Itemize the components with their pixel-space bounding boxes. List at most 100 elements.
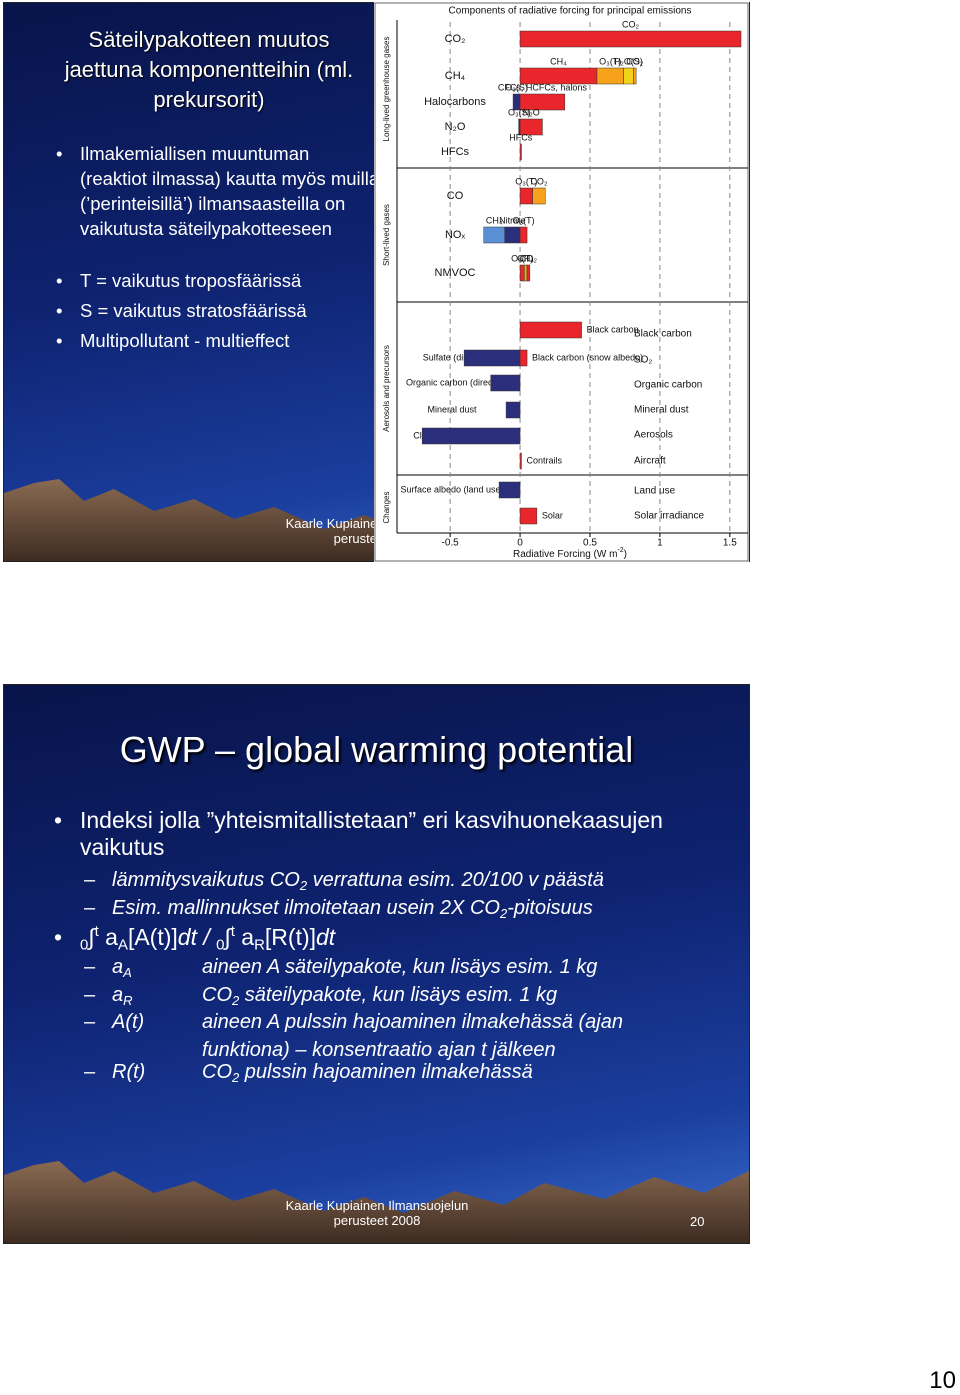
bar-label: CH₄ — [550, 56, 567, 66]
definition-text: aineen A pulssin hajoaminen ilmakehässä … — [202, 1008, 652, 1064]
dash: – — [84, 869, 96, 891]
source-label: Solar irradiance — [634, 511, 704, 522]
term: R(t) — [112, 1058, 202, 1086]
term: A(t) — [112, 1008, 202, 1036]
dash: – — [84, 956, 96, 978]
group-label: Aerosols and precursors — [382, 345, 391, 432]
subscript: 2 — [299, 877, 308, 893]
bullet-dot: • — [56, 300, 63, 321]
bar-label: O₃(S) — [508, 107, 531, 117]
page-number: 10 — [929, 1367, 956, 1394]
definition-part: 2 — [232, 1069, 240, 1085]
dash: – — [84, 984, 96, 1006]
bar — [505, 401, 521, 419]
bar-label: Solar — [542, 510, 563, 520]
definition-part: CO — [202, 984, 232, 1006]
term: aR — [112, 981, 202, 1009]
slide-title: Säteilypakotteen muutos jaettuna kompone… — [64, 27, 354, 112]
group-label: Changes — [382, 491, 391, 523]
bullet-text: T = vaikutus troposfäärissä — [80, 270, 302, 291]
definition-part: aineen A säteilypakote, kun lisäys esim.… — [202, 956, 598, 978]
row-label: Halocarbons — [424, 96, 486, 108]
bar — [596, 67, 624, 85]
x-tick-label: -0.5 — [442, 538, 460, 549]
figure-title: Components of radiative forcing for prin… — [449, 6, 692, 17]
bar — [498, 481, 521, 499]
bar — [519, 187, 533, 205]
bar-label: Contrails — [526, 455, 562, 465]
f: t — [230, 923, 235, 941]
f: a — [98, 924, 118, 950]
f: A — [117, 936, 128, 954]
x-tick-label: 1.5 — [723, 538, 737, 549]
bar-label: CH₄ — [486, 215, 503, 225]
bar-label: Black carbon (snow albedo) — [532, 352, 643, 362]
row-label: NMVOC — [435, 267, 476, 279]
bullet-text: Multipollutant - multieffect — [80, 330, 290, 351]
x-tick-label: 0 — [517, 538, 523, 549]
term: aA — [112, 953, 202, 981]
source-label: SO₂ — [634, 355, 652, 366]
row-label: CO — [447, 190, 464, 202]
bar — [519, 264, 525, 282]
definition-text: aineen A säteilypakote, kun lisäys esim.… — [202, 953, 652, 981]
bar — [519, 118, 543, 136]
definition: – A(t) aineen A pulssin hajoaminen ilmakeh… — [84, 1008, 732, 1064]
row-label: CO₂ — [445, 33, 466, 45]
bar — [633, 67, 637, 85]
text: -pitoisuus — [507, 897, 593, 919]
bar — [519, 30, 742, 48]
term-part: a — [112, 984, 124, 1006]
row-label: HFCs — [441, 146, 470, 158]
x-tick-label: 1 — [657, 538, 663, 549]
slide-number: 20 — [690, 1214, 705, 1229]
bar-label: O₃(T) — [511, 253, 533, 263]
row-label: NOₓ — [445, 229, 466, 241]
bar — [463, 349, 521, 367]
footer-author: Kaarle Kupiainen Ilmansuojelun perusteet… — [285, 1198, 469, 1228]
text: lämmitysvaikutus CO — [112, 869, 300, 891]
f: R — [254, 936, 265, 954]
row-label: N₂O — [445, 121, 466, 133]
bar-label: HFCs — [509, 132, 532, 142]
source-label: Mineral dust — [634, 405, 689, 416]
x-axis-label-part: Radiative Forcing (W m — [513, 549, 617, 560]
slide: GWP – global warming potential • Indeksi … — [3, 684, 750, 1244]
mountains — [4, 1161, 749, 1243]
row-label: CH₄ — [445, 70, 466, 82]
definition-text: CO2 pulssin hajoaminen ilmakehässä — [202, 1058, 652, 1086]
bar-label: CO₂ — [520, 253, 538, 263]
bullet-dot: • — [56, 330, 63, 351]
row-label: Organic carbon (direct) — [406, 377, 498, 387]
bullet: • T = vaikutus troposfäärissä — [56, 268, 380, 293]
bullet: • Ilmakemiallisen muuntuman (reaktiot ilm… — [56, 141, 380, 241]
radiative-forcing-figure: Components of radiative forcing for prin… — [374, 2, 749, 562]
group-label: Long-lived greenhouse gases — [382, 37, 391, 142]
bar-label: Black carbon — [587, 324, 639, 334]
term-part: A — [123, 964, 132, 980]
definition-part: 2 — [232, 992, 240, 1008]
x-axis-label-part: -2 — [617, 547, 623, 554]
f: [R(t)] — [264, 924, 317, 950]
bullet-dot: • — [56, 270, 63, 291]
text: Esim. mallinnukset ilmoitetaan usein 2X … — [112, 897, 500, 919]
bullet-text: Indeksi jolla ”yhteismitallistetaan” eri… — [80, 807, 663, 860]
x-tick-label: 0.5 — [583, 538, 597, 549]
dash: – — [84, 1061, 96, 1083]
bar — [524, 264, 528, 282]
bar-label: O₃(S) — [505, 82, 528, 92]
f: a — [234, 924, 255, 950]
row-label: Mineral dust — [427, 404, 477, 414]
bullet: • Indeksi jolla ”yhteismitallistetaan” er… — [54, 807, 700, 861]
x-axis-label-part: ) — [624, 549, 627, 560]
bar-label: O₃(T) — [599, 56, 621, 66]
formula: • 0∫t aA[A(t)]dt / 0∫t aR[R(t)]dt — [54, 923, 700, 954]
definition-part: säteilypakote, kun lisäys esim. 1 kg — [239, 984, 558, 1006]
dash: – — [84, 1011, 96, 1033]
subscript: 2 — [499, 905, 508, 921]
dash: – — [84, 897, 96, 919]
bar — [519, 93, 566, 111]
bullet-text: Ilmakemiallisen muuntuman (reaktiot ilma… — [80, 143, 380, 239]
bar-label: CO₂ — [622, 19, 640, 29]
